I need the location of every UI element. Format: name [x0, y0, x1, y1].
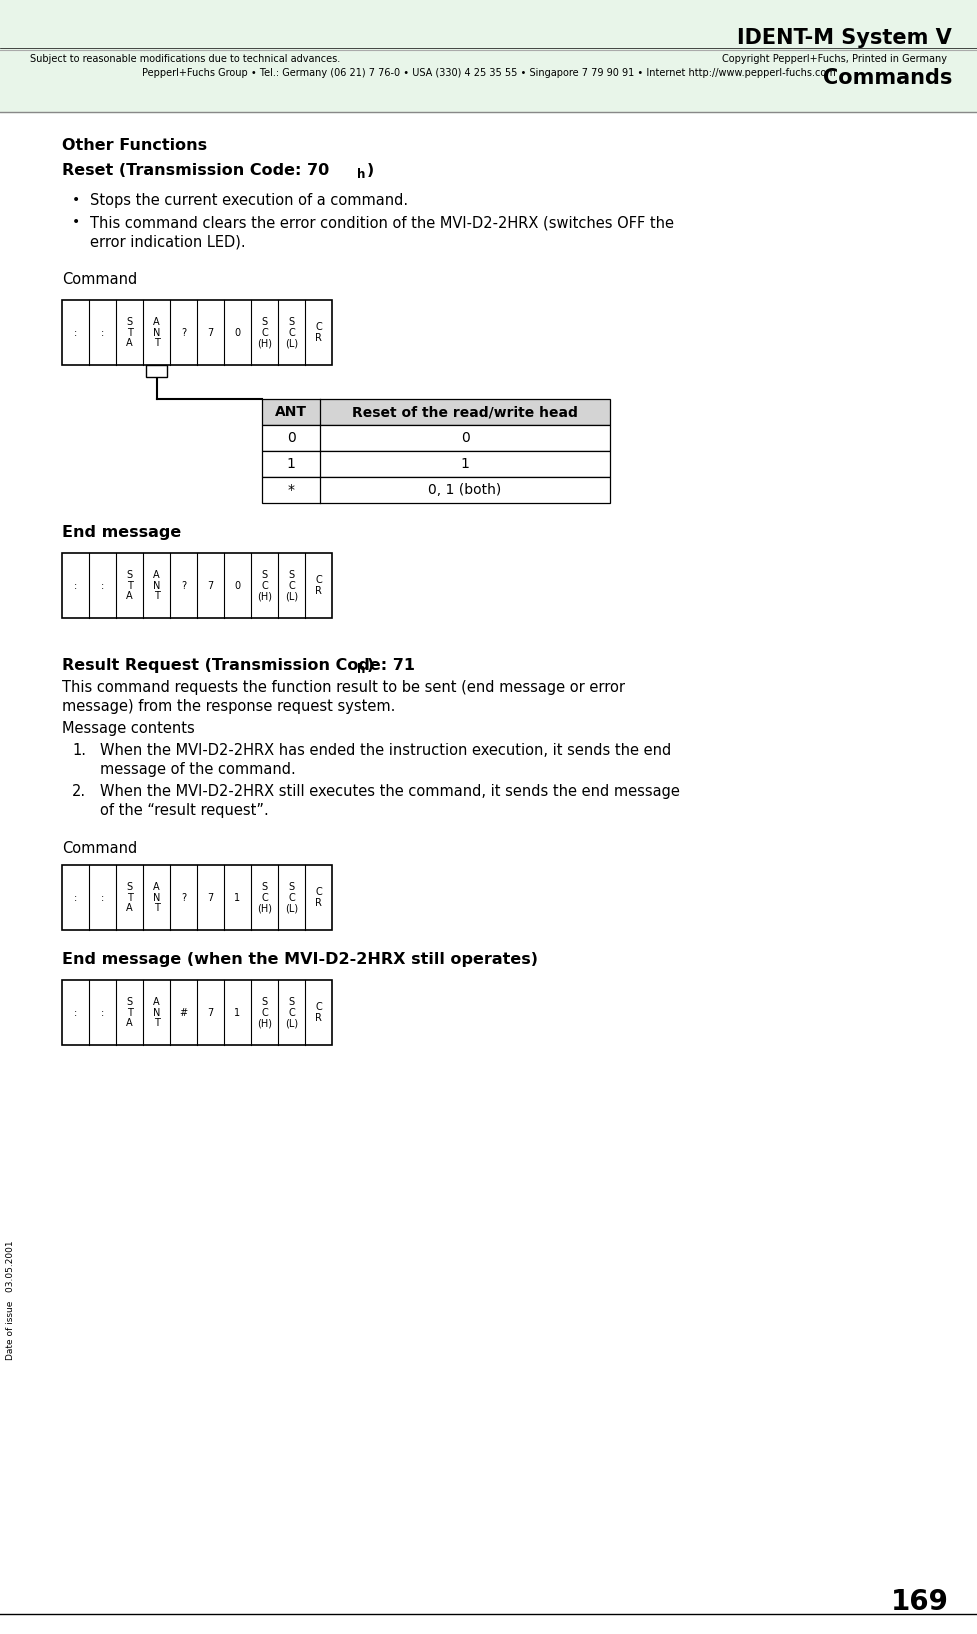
- Text: message of the command.: message of the command.: [100, 761, 296, 778]
- Text: •: •: [72, 193, 80, 208]
- Text: This command requests the function result to be sent (end message or error: This command requests the function resul…: [62, 680, 625, 694]
- Text: 2.: 2.: [72, 784, 86, 799]
- Text: This command clears the error condition of the MVI-D2-2HRX (switches OFF the: This command clears the error condition …: [90, 216, 674, 230]
- Text: 7: 7: [207, 580, 214, 590]
- Text: ?: ?: [181, 892, 186, 902]
- Bar: [262, 425, 610, 451]
- Text: •: •: [72, 216, 80, 229]
- Text: ?: ?: [181, 580, 186, 590]
- Bar: [62, 980, 332, 1046]
- Bar: [262, 399, 610, 425]
- Text: :: :: [74, 892, 77, 902]
- Text: 169: 169: [891, 1588, 949, 1616]
- Text: Stops the current execution of a command.: Stops the current execution of a command…: [90, 193, 408, 208]
- Text: :: :: [74, 1008, 77, 1018]
- Text: h: h: [357, 168, 365, 181]
- Text: S
T
A: S T A: [126, 570, 133, 601]
- Text: Reset (Transmission Code: 70: Reset (Transmission Code: 70: [62, 163, 329, 178]
- Bar: [62, 864, 332, 930]
- Text: A
N
T: A N T: [152, 882, 160, 913]
- Text: S
C
(L): S C (L): [285, 570, 298, 601]
- Text: S
C
(H): S C (H): [257, 317, 272, 348]
- Bar: [262, 477, 610, 503]
- Text: C
R: C R: [315, 575, 322, 596]
- Text: C
R: C R: [315, 1002, 322, 1023]
- Text: *: *: [287, 484, 294, 497]
- Text: ANT: ANT: [275, 405, 307, 418]
- Text: :: :: [101, 892, 105, 902]
- Text: S
C
(H): S C (H): [257, 997, 272, 1028]
- Text: Result Request (Transmission Code: 71: Result Request (Transmission Code: 71: [62, 659, 415, 673]
- Text: C
R: C R: [315, 887, 322, 909]
- Text: 0: 0: [460, 431, 469, 444]
- Text: #: #: [180, 1008, 188, 1018]
- Text: A
N
T: A N T: [152, 317, 160, 348]
- Text: :: :: [101, 327, 105, 338]
- Text: message) from the response request system.: message) from the response request syste…: [62, 699, 396, 714]
- Text: 0: 0: [286, 431, 295, 444]
- Bar: [0, 0, 977, 113]
- Text: Pepperl+Fuchs Group • Tel.: Germany (06 21) 7 76-0 • USA (330) 4 25 35 55 • Sing: Pepperl+Fuchs Group • Tel.: Germany (06 …: [142, 69, 835, 78]
- Text: 1: 1: [234, 1008, 240, 1018]
- Text: Date of issue   03.05.2001: Date of issue 03.05.2001: [7, 1240, 16, 1359]
- Text: S
C
(H): S C (H): [257, 882, 272, 913]
- Text: :: :: [74, 327, 77, 338]
- Text: 0: 0: [234, 327, 240, 338]
- Text: End message (when the MVI-D2-2HRX still operates): End message (when the MVI-D2-2HRX still …: [62, 953, 538, 967]
- Text: A
N
T: A N T: [152, 997, 160, 1028]
- Text: 0: 0: [234, 580, 240, 590]
- Text: S
C
(H): S C (H): [257, 570, 272, 601]
- Text: Other Functions: Other Functions: [62, 137, 207, 154]
- Text: 7: 7: [207, 327, 214, 338]
- Text: 7: 7: [207, 1008, 214, 1018]
- Text: ?: ?: [181, 327, 186, 338]
- Text: error indication LED).: error indication LED).: [90, 234, 245, 248]
- Text: S
C
(L): S C (L): [285, 882, 298, 913]
- Bar: [62, 301, 332, 364]
- Text: S
T
A: S T A: [126, 317, 133, 348]
- Bar: [147, 364, 167, 377]
- Text: :: :: [101, 1008, 105, 1018]
- Text: IDENT-M System V: IDENT-M System V: [738, 28, 952, 47]
- Text: ): ): [367, 163, 374, 178]
- Text: S
C
(L): S C (L): [285, 317, 298, 348]
- Text: 7: 7: [207, 892, 214, 902]
- Text: Command: Command: [62, 271, 137, 288]
- Text: 0, 1 (both): 0, 1 (both): [428, 484, 501, 497]
- Text: ): ): [367, 659, 374, 673]
- Text: Commands: Commands: [823, 69, 952, 88]
- Text: 1: 1: [234, 892, 240, 902]
- Text: Subject to reasonable modifications due to technical advances.: Subject to reasonable modifications due …: [30, 54, 340, 64]
- Text: Reset of the read/write head: Reset of the read/write head: [352, 405, 578, 418]
- Text: :: :: [74, 580, 77, 590]
- Text: 1: 1: [286, 458, 295, 471]
- Text: Message contents: Message contents: [62, 721, 194, 735]
- Bar: [262, 451, 610, 477]
- Bar: [62, 552, 332, 618]
- Text: End message: End message: [62, 525, 182, 539]
- Text: Copyright Pepperl+Fuchs, Printed in Germany: Copyright Pepperl+Fuchs, Printed in Germ…: [722, 54, 947, 64]
- Text: S
T
A: S T A: [126, 882, 133, 913]
- Text: h: h: [357, 663, 365, 676]
- Text: 1: 1: [460, 458, 469, 471]
- Text: When the MVI-D2-2HRX still executes the command, it sends the end message: When the MVI-D2-2HRX still executes the …: [100, 784, 680, 799]
- Text: S
C
(L): S C (L): [285, 997, 298, 1028]
- Text: S
T
A: S T A: [126, 997, 133, 1028]
- Text: When the MVI-D2-2HRX has ended the instruction execution, it sends the end: When the MVI-D2-2HRX has ended the instr…: [100, 743, 671, 758]
- Text: C
R: C R: [315, 322, 322, 343]
- Text: 1.: 1.: [72, 743, 86, 758]
- Text: :: :: [101, 580, 105, 590]
- Text: A
N
T: A N T: [152, 570, 160, 601]
- Text: of the “result request”.: of the “result request”.: [100, 802, 269, 819]
- Text: Command: Command: [62, 842, 137, 856]
